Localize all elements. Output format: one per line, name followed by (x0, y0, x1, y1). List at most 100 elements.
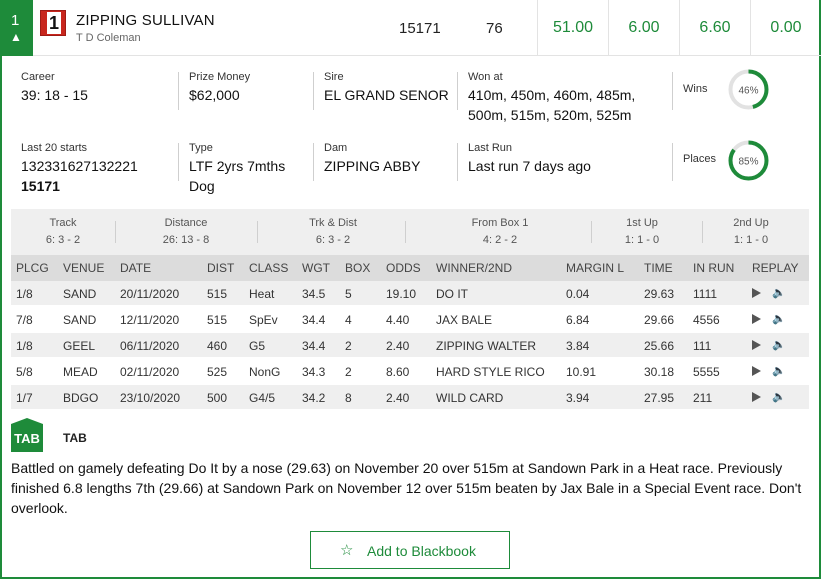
rug-number: 1 (47, 12, 61, 34)
won-at-value-1: 410m, 450m, 460m, 485m, (468, 87, 636, 103)
speaker-icon[interactable]: 🔈 (772, 313, 786, 325)
table-row: 1/8 SAND 20/11/2020 515 Heat 34.5 5 19.1… (11, 281, 809, 307)
runner-header[interactable]: 1 ▲ 1 ZIPPING SULLIVAN T D Coleman 15171… (0, 0, 821, 56)
play-icon[interactable] (752, 366, 761, 376)
cell-class: SpEv (249, 313, 278, 327)
cell-winner: DO IT (436, 287, 468, 301)
col-box: BOX (345, 261, 371, 275)
table-row: 5/8 MEAD 02/11/2020 525 NonG 34.3 2 8.60… (11, 359, 809, 385)
rating: 76 (486, 20, 503, 37)
col-class: CLASS (249, 261, 289, 275)
table-row: 7/8 SAND 12/11/2020 515 SpEv 34.4 4 4.40… (11, 307, 809, 333)
divider (405, 221, 406, 243)
summary-track-distance: Trk & Dist 6: 3 - 2 (283, 215, 383, 249)
summary-title: 2nd Up (733, 217, 769, 229)
col-odds: ODDS (386, 261, 421, 275)
cell-in-run: 4556 (693, 313, 720, 327)
tab-logo: TAB (11, 418, 43, 452)
cell-venue: BDGO (63, 391, 99, 405)
summary-title: Track (49, 217, 77, 229)
cell-plcg: 1/8 (16, 287, 33, 301)
cell-date: 02/11/2020 (120, 365, 180, 379)
summary-distance: Distance 26: 13 - 8 (136, 215, 236, 249)
summary-title: Distance (164, 217, 208, 229)
speaker-icon[interactable]: 🔈 (772, 391, 786, 403)
cell-date: 23/10/2020 (120, 391, 181, 405)
divider (115, 221, 116, 243)
type-label: Type (189, 142, 213, 154)
cell-plcg: 1/7 (16, 391, 33, 405)
cell-time: 29.66 (644, 313, 675, 327)
places-ring: 85% (728, 140, 769, 181)
cell-date: 20/11/2020 (120, 287, 180, 301)
cell-in-run: 5555 (693, 365, 720, 379)
cell-venue: SAND (63, 287, 97, 301)
summary-value: 4: 2 - 2 (482, 234, 518, 246)
summary-value: 1: 1 - 0 (733, 234, 769, 246)
col-time: TIME (644, 261, 673, 275)
cell-date: 06/11/2020 (120, 339, 180, 353)
speaker-icon[interactable]: 🔈 (772, 287, 786, 299)
odds-fixed-place[interactable]: 6.60 (679, 0, 750, 56)
add-to-blackbook-label: Add to Blackbook (367, 543, 476, 559)
summary-value: 6: 3 - 2 (45, 234, 81, 246)
cell-odds: 8.60 (386, 365, 410, 379)
cell-time: 30.18 (644, 365, 675, 379)
won-at-label: Won at (468, 71, 503, 83)
col-dist: DIST (207, 261, 235, 275)
cell-margin: 0.04 (566, 287, 590, 301)
divider (672, 143, 673, 181)
cell-class: G5 (249, 339, 266, 353)
divider (178, 72, 179, 110)
table-row: 1/8 GEEL 06/11/2020 460 G5 34.4 2 2.40 Z… (11, 333, 809, 359)
cell-winner: WILD CARD (436, 391, 504, 405)
col-date: DATE (120, 261, 152, 275)
divider (313, 72, 314, 110)
add-to-blackbook-button[interactable]: ☆ Add to Blackbook (310, 531, 510, 569)
wins-percent: 46% (738, 86, 758, 97)
speaker-icon[interactable]: 🔈 (772, 339, 786, 351)
career-value: 39: 18 - 15 (21, 87, 88, 103)
cell-plcg: 1/8 (16, 339, 33, 353)
sire-value: EL GRAND SENOR (324, 87, 449, 103)
divider (178, 143, 179, 181)
odds-win[interactable]: 51.00 (537, 0, 608, 56)
cell-wgt: 34.4 (302, 339, 326, 353)
won-at-value-2: 500m, 515m, 520m, 525m (468, 107, 632, 123)
cell-box: 4 (345, 313, 352, 327)
dog-name[interactable]: ZIPPING SULLIVAN (76, 12, 215, 29)
col-venue: VENUE (63, 261, 105, 275)
play-icon[interactable] (752, 340, 761, 350)
cell-plcg: 5/8 (16, 365, 33, 379)
runner-number-box[interactable]: 1 ▲ (0, 0, 33, 56)
cell-margin: 6.84 (566, 313, 590, 327)
cell-time: 29.63 (644, 287, 675, 301)
play-icon[interactable] (752, 392, 761, 402)
col-replay: REPLAY (752, 261, 799, 275)
wins-ring: 46% (728, 69, 769, 110)
cell-in-run: 111 (693, 339, 712, 353)
last-run-value: Last run 7 days ago (468, 158, 591, 174)
rug-icon: 1 (40, 10, 66, 36)
cell-odds: 4.40 (386, 313, 410, 327)
type-value-2: Dog (189, 178, 215, 194)
summary-first-up: 1st Up 1: 1 - 0 (592, 215, 692, 249)
speaker-icon[interactable]: 🔈 (772, 365, 786, 377)
summary-value: 26: 13 - 8 (162, 234, 210, 246)
cell-in-run: 1111 (693, 287, 718, 301)
play-icon[interactable] (752, 288, 761, 298)
chevron-up-icon[interactable]: ▲ (10, 30, 22, 44)
divider (702, 221, 703, 243)
play-icon[interactable] (752, 314, 761, 324)
cell-box: 2 (345, 339, 352, 353)
cell-dist: 460 (207, 339, 228, 353)
cell-wgt: 34.4 (302, 313, 326, 327)
odds-fixed-win[interactable]: 6.00 (608, 0, 679, 56)
cell-odds: 2.40 (386, 391, 410, 405)
cell-dist: 500 (207, 391, 228, 405)
form-table-header: PLCG VENUE DATE DIST CLASS WGT BOX ODDS … (11, 255, 809, 281)
odds-other[interactable]: 0.00 (750, 0, 821, 56)
cell-box: 2 (345, 365, 352, 379)
cell-box: 8 (345, 391, 352, 405)
table-row: 1/7 BDGO 23/10/2020 500 G4/5 34.2 8 2.40… (11, 385, 809, 411)
